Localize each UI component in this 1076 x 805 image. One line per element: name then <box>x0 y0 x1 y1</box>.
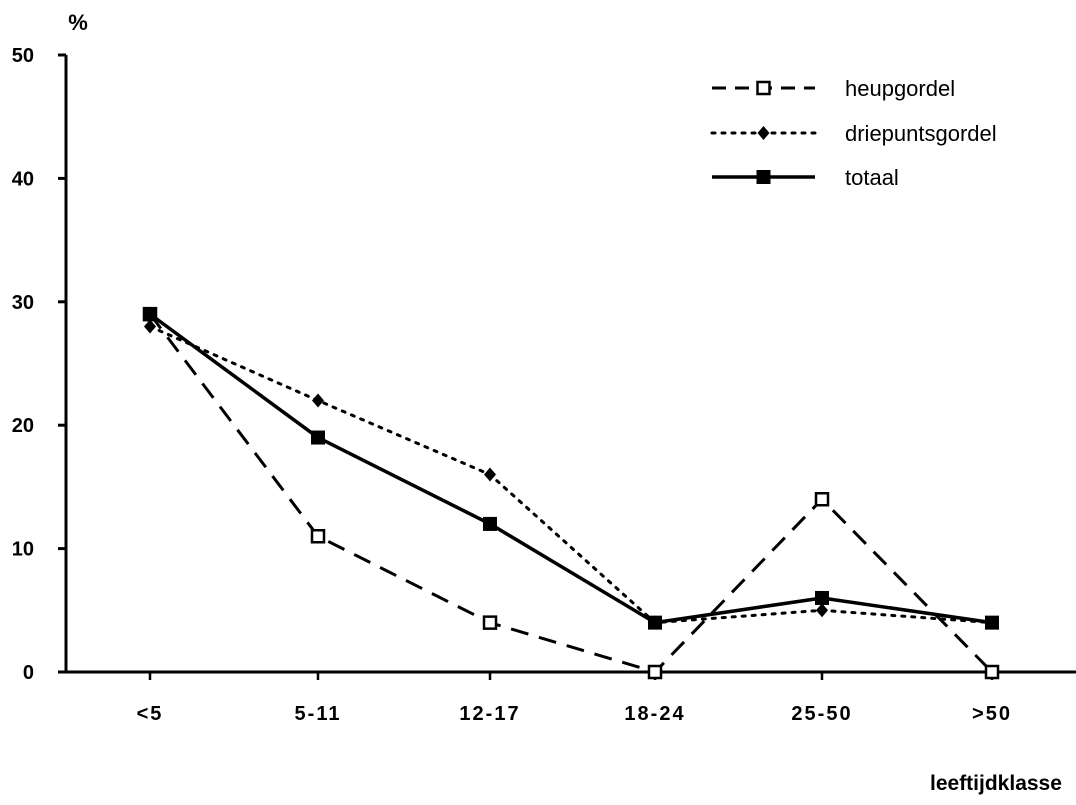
x-axis-ticks: <5 5-11 12-17 18-24 25-50 >50 <box>137 672 1012 725</box>
series-layer <box>142 306 1000 680</box>
x-tick-label: 12-17 <box>459 703 520 725</box>
data-point-heupgordel <box>984 664 1000 680</box>
series-driepuntsgordel <box>144 319 998 630</box>
data-point-heupgordel <box>482 615 498 630</box>
axes <box>64 55 1076 674</box>
legend-label-totaal: totaal <box>845 165 899 190</box>
data-point-totaal <box>311 430 325 445</box>
data-point-totaal <box>648 615 662 630</box>
series-line-totaal <box>148 312 993 625</box>
y-tick-label: 50 <box>12 45 34 67</box>
data-point-driepuntsgordel <box>484 467 496 482</box>
y-axis-label: % <box>68 10 88 35</box>
x-tick-label: <5 <box>137 703 164 725</box>
data-point-totaal <box>815 590 829 605</box>
data-point-driepuntsgordel <box>312 393 324 408</box>
x-tick-label: 5-11 <box>295 703 342 725</box>
data-point-heupgordel <box>814 491 830 507</box>
x-tick-label: >50 <box>972 703 1012 725</box>
legend-marker-totaal <box>756 170 771 184</box>
y-tick-label: 40 <box>12 168 34 190</box>
legend-label-driepuntsgordel: driepuntsgordel <box>845 121 997 146</box>
series-totaal <box>143 307 999 630</box>
data-point-totaal <box>483 516 497 531</box>
series-line-heupgordel <box>148 313 994 674</box>
y-tick-label: 20 <box>12 415 34 437</box>
x-tick-label: 18-24 <box>624 703 685 725</box>
x-tick-label: 25-50 <box>791 703 852 725</box>
data-point-totaal <box>143 307 157 322</box>
legend-marker-heupgordel <box>756 80 771 96</box>
y-axis-ticks: 0 10 20 30 40 50 <box>12 45 66 684</box>
legend-label-heupgordel: heupgordel <box>845 76 955 101</box>
legend-marker-driepuntsgordel <box>757 126 770 140</box>
data-point-heupgordel <box>647 664 663 680</box>
y-tick-label: 30 <box>12 292 34 314</box>
series-line-driepuntsgordel <box>148 324 994 625</box>
data-point-driepuntsgordel <box>816 603 828 618</box>
data-point-driepuntsgordel <box>144 319 156 334</box>
x-axis-label: leeftijdklasse <box>930 772 1062 795</box>
legend: heupgordel driepuntsgordel totaal <box>710 76 997 190</box>
series-heupgordel <box>142 306 1000 680</box>
data-point-totaal <box>985 615 999 630</box>
data-point-heupgordel <box>310 529 326 544</box>
y-tick-label: 10 <box>12 539 34 561</box>
y-tick-label: 0 <box>23 662 34 684</box>
